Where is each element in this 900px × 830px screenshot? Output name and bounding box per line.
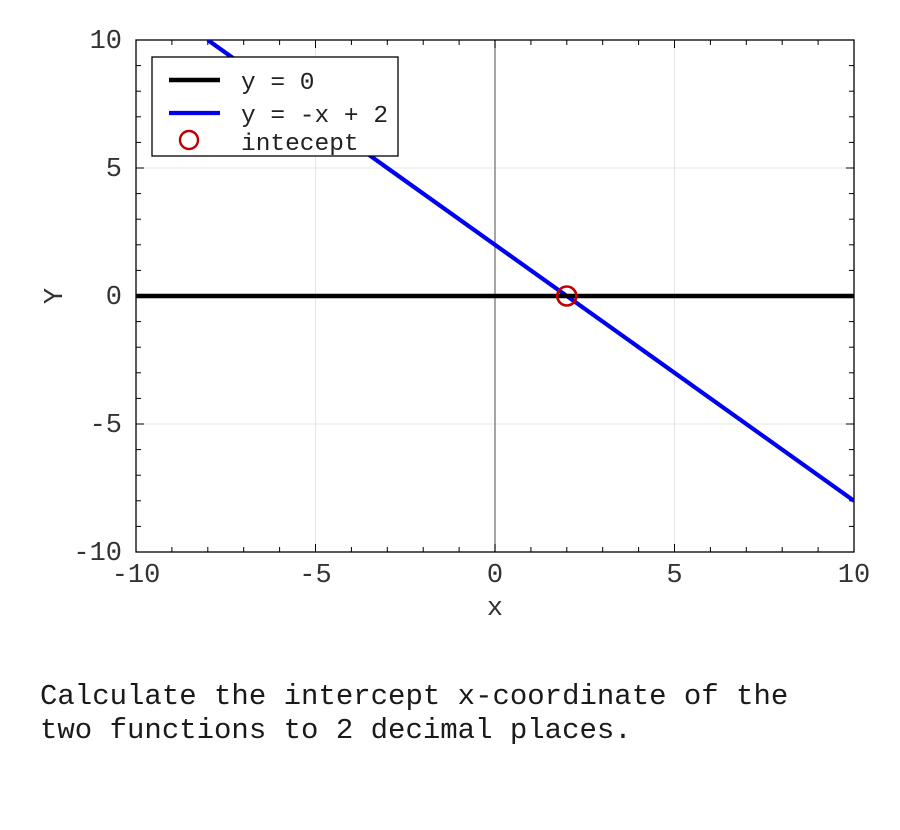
svg-text:10: 10 (90, 27, 122, 57)
svg-text:0: 0 (106, 283, 122, 313)
svg-text:10: 10 (838, 561, 870, 591)
svg-text:intecept: intecept (241, 131, 359, 158)
svg-text:y = -x + 2: y = -x + 2 (241, 103, 388, 130)
svg-text:5: 5 (666, 561, 682, 591)
svg-text:5: 5 (106, 155, 122, 185)
svg-text:0: 0 (487, 561, 503, 591)
svg-text:x: x (487, 594, 503, 624)
svg-text:-5: -5 (299, 561, 331, 591)
svg-text:Y: Y (41, 288, 71, 304)
svg-text:-5: -5 (90, 411, 122, 441)
svg-text:Calculate the intercept x-coor: Calculate the intercept x-coordinate of … (40, 680, 788, 713)
svg-text:two functions to 2 decimal pla: two functions to 2 decimal places. (40, 714, 632, 747)
svg-text:-10: -10 (73, 539, 122, 569)
svg-text:y = 0: y = 0 (241, 70, 315, 97)
